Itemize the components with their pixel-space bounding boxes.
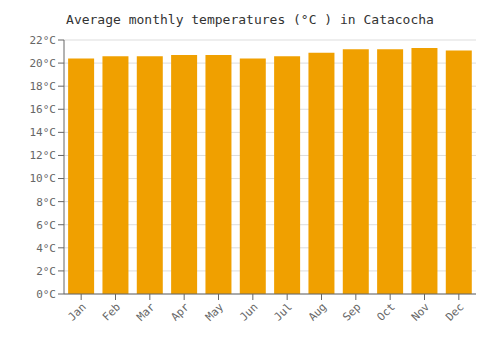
svg-text:Feb: Feb	[100, 300, 123, 323]
svg-text:Jul: Jul	[272, 300, 295, 323]
svg-text:2°C: 2°C	[36, 265, 56, 278]
svg-text:Aug: Aug	[306, 300, 329, 323]
svg-text:22°C: 22°C	[30, 34, 57, 47]
svg-text:Mar: Mar	[134, 300, 158, 324]
svg-text:4°C: 4°C	[36, 242, 56, 255]
svg-text:20°C: 20°C	[30, 57, 57, 70]
svg-text:Jan: Jan	[66, 300, 89, 323]
svg-text:Sep: Sep	[340, 300, 363, 323]
svg-text:6°C: 6°C	[36, 219, 56, 232]
svg-text:16°C: 16°C	[30, 103, 57, 116]
svg-text:8°C: 8°C	[36, 196, 56, 209]
svg-text:Apr: Apr	[169, 300, 193, 324]
svg-text:May: May	[203, 300, 227, 324]
svg-text:10°C: 10°C	[30, 172, 57, 185]
svg-text:14°C: 14°C	[30, 126, 57, 139]
svg-text:12°C: 12°C	[30, 149, 57, 162]
html-text:Average monthly temperatures (: Average monthly temperatures (°C ) in Ca…	[66, 12, 434, 27]
svg-text:Nov: Nov	[409, 300, 433, 324]
svg-text:Dec: Dec	[443, 300, 466, 323]
svg-text:18°C: 18°C	[30, 80, 57, 93]
svg-text:0°C: 0°C	[36, 288, 56, 301]
svg-text:Jun: Jun	[237, 300, 260, 323]
svg-text:Oct: Oct	[375, 300, 398, 323]
